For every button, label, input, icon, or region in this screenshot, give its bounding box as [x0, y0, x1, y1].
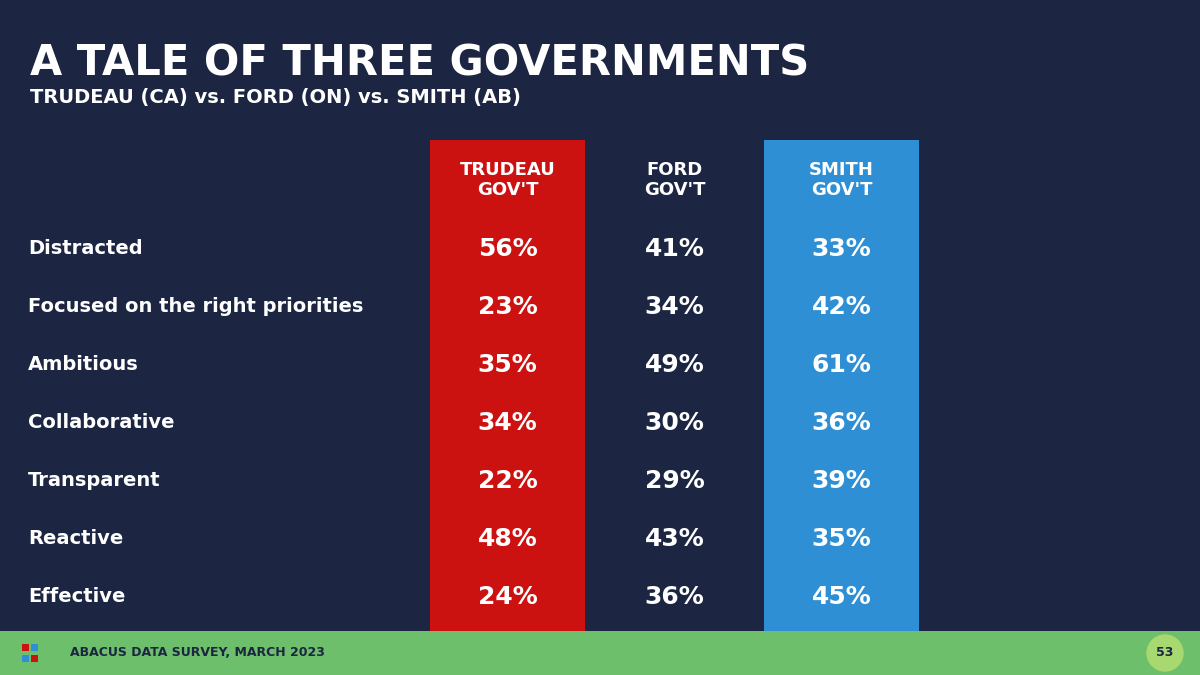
Bar [30, 655, 37, 662]
Text: SMITH
GOV'T: SMITH GOV'T [809, 161, 874, 199]
Text: Focused on the right priorities: Focused on the right priorities [28, 298, 364, 317]
Bar [430, 140, 586, 675]
Text: 22%: 22% [478, 469, 538, 493]
Text: 39%: 39% [811, 469, 871, 493]
Text: FORD
GOV'T: FORD GOV'T [643, 161, 706, 199]
Text: 34%: 34% [478, 411, 538, 435]
Text: 23%: 23% [478, 295, 538, 319]
Text: 53: 53 [1157, 647, 1174, 659]
Bar [30, 644, 37, 651]
Text: 41%: 41% [644, 237, 704, 261]
Text: 32%: 32% [478, 643, 538, 667]
Bar [764, 140, 919, 675]
Text: 33%: 33% [811, 237, 871, 261]
Bar [22, 655, 29, 662]
Text: Transparent: Transparent [28, 472, 161, 491]
Text: 35%: 35% [478, 353, 538, 377]
Bar [0, 631, 1200, 675]
Text: 35%: 35% [811, 527, 871, 551]
Text: TRUDEAU
GOV'T: TRUDEAU GOV'T [460, 161, 556, 199]
Text: 36%: 36% [811, 411, 871, 435]
Text: Distracted: Distracted [28, 240, 143, 259]
Text: 45%: 45% [811, 585, 871, 609]
Circle shape [1147, 635, 1183, 671]
Text: 56%: 56% [478, 237, 538, 261]
Text: Empathetic: Empathetic [28, 645, 152, 664]
Text: 30%: 30% [644, 411, 704, 435]
Text: Ambitious: Ambitious [28, 356, 139, 375]
Text: 48%: 48% [478, 527, 538, 551]
Text: 61%: 61% [811, 353, 871, 377]
Text: 42%: 42% [811, 295, 871, 319]
Text: 43%: 43% [644, 527, 704, 551]
Bar [598, 140, 752, 675]
Text: 34%: 34% [811, 643, 871, 667]
Text: 49%: 49% [644, 353, 704, 377]
Text: 34%: 34% [644, 295, 704, 319]
Text: Collaborative: Collaborative [28, 414, 174, 433]
Text: ABACUS DATA SURVEY, MARCH 2023: ABACUS DATA SURVEY, MARCH 2023 [70, 647, 325, 659]
Text: 24%: 24% [478, 585, 538, 609]
Text: 32%: 32% [644, 643, 704, 667]
Text: A TALE OF THREE GOVERNMENTS: A TALE OF THREE GOVERNMENTS [30, 42, 809, 84]
Text: Effective: Effective [28, 587, 125, 607]
Text: 29%: 29% [644, 469, 704, 493]
Text: Reactive: Reactive [28, 529, 124, 549]
Bar [22, 644, 29, 651]
Text: 36%: 36% [644, 585, 704, 609]
Text: TRUDEAU (CA) vs. FORD (ON) vs. SMITH (AB): TRUDEAU (CA) vs. FORD (ON) vs. SMITH (AB… [30, 88, 521, 107]
